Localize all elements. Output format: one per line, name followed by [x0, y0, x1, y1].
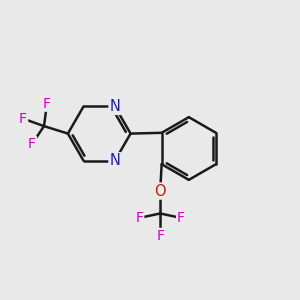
Text: O: O: [154, 184, 166, 199]
Text: N: N: [110, 153, 120, 168]
Text: F: F: [43, 97, 51, 111]
Text: F: F: [177, 211, 185, 225]
Text: F: F: [28, 137, 36, 151]
Text: F: F: [135, 211, 143, 225]
Text: F: F: [156, 229, 164, 243]
Text: N: N: [110, 99, 120, 114]
Text: F: F: [19, 112, 27, 126]
